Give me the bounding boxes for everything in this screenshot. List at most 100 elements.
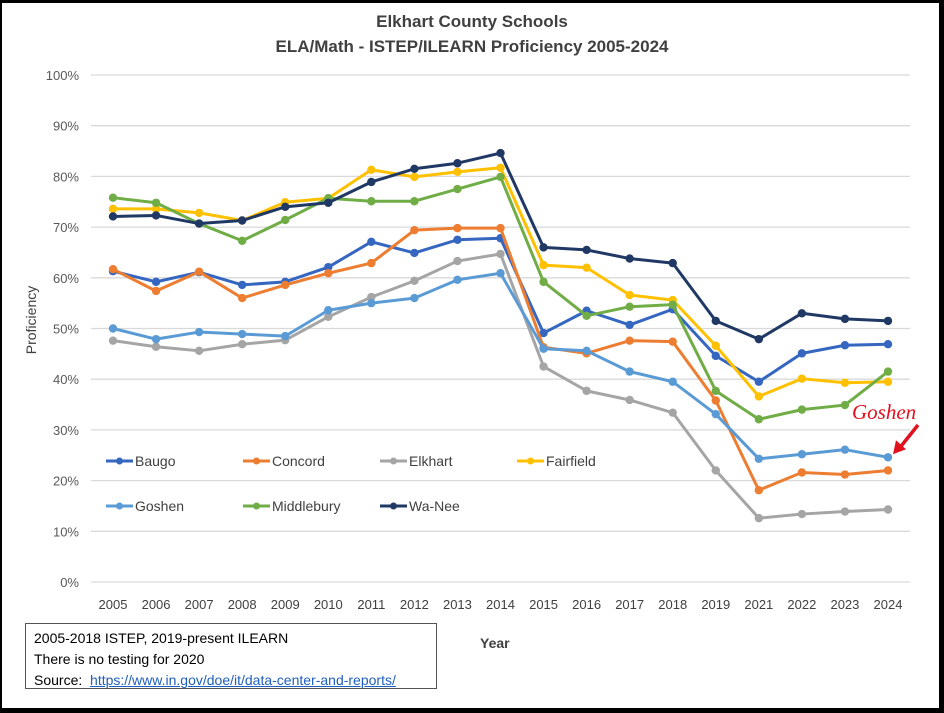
data-point-concord <box>797 468 807 477</box>
data-point-baugo <box>754 377 764 386</box>
data-point-goshen <box>151 334 161 344</box>
data-point-middlebury <box>281 215 290 225</box>
data-point-concord <box>453 223 462 233</box>
data-point-wa-nee <box>582 245 591 255</box>
data-point-wa-nee <box>840 314 850 324</box>
data-point-middlebury <box>496 172 505 182</box>
data-point-elkhart <box>194 346 204 356</box>
data-point-goshen <box>496 269 505 278</box>
data-point-middlebury <box>797 405 807 414</box>
legend-label: Goshen <box>135 498 184 514</box>
x-tick-label: 2012 <box>400 597 429 612</box>
x-tick-label: 2017 <box>615 597 644 612</box>
data-point-baugo <box>367 237 376 247</box>
data-point-concord <box>625 336 634 345</box>
data-point-wa-nee <box>410 164 419 173</box>
data-point-baugo <box>797 349 807 358</box>
data-point-fairfield <box>582 263 591 272</box>
series-line-elkhart <box>112 252 889 520</box>
data-point-goshen <box>668 377 677 386</box>
data-point-concord <box>151 286 161 296</box>
data-point-goshen <box>410 293 419 303</box>
data-point-middlebury <box>754 415 764 424</box>
x-tick-label: 2023 <box>830 597 859 612</box>
data-point-wa-nee <box>668 258 677 268</box>
data-point-goshen <box>324 306 333 315</box>
chart-title: Elkhart County Schools <box>376 12 568 31</box>
annotation-arrow-head <box>893 440 906 455</box>
data-point-baugo <box>324 262 333 272</box>
data-point-concord <box>324 269 333 278</box>
data-point-baugo <box>625 320 634 330</box>
data-point-wa-nee <box>108 212 118 221</box>
data-point-goshen <box>582 346 591 356</box>
x-tick-label: 2016 <box>572 597 601 612</box>
data-point-goshen <box>194 327 204 337</box>
data-point-baugo <box>151 277 161 287</box>
data-point-baugo <box>539 328 548 338</box>
series-line-middlebury <box>112 175 889 421</box>
x-tick-label: 2010 <box>314 597 343 612</box>
data-point-goshen <box>281 331 290 341</box>
data-point-fairfield <box>754 392 764 401</box>
series-line-goshen <box>112 271 889 461</box>
data-point-concord <box>883 466 893 475</box>
source-link[interactable]: https://www.in.gov/doe/it/data-center-an… <box>90 672 396 688</box>
data-point-concord <box>237 293 247 303</box>
data-point-elkhart <box>797 509 807 519</box>
data-point-concord <box>281 280 290 290</box>
data-point-baugo <box>453 235 462 244</box>
data-point-elkhart <box>582 386 591 396</box>
legend-label: Elkhart <box>409 453 453 469</box>
data-point-wa-nee <box>194 219 204 228</box>
data-point-goshen <box>108 324 118 333</box>
x-tick-label: 2011 <box>357 597 385 612</box>
data-point-elkhart <box>237 340 247 349</box>
data-point-elkhart <box>539 362 548 371</box>
legend-label: Baugo <box>135 453 176 469</box>
data-point-goshen <box>237 329 247 339</box>
note-line-2: There is no testing for 2020 <box>34 651 205 667</box>
data-point-middlebury <box>410 197 419 206</box>
legend-marker-dot <box>116 502 123 510</box>
legend-label: Concord <box>272 453 325 469</box>
x-tick-label: 2024 <box>874 597 903 612</box>
annotation-arrow-shaft <box>899 423 920 448</box>
data-point-middlebury <box>453 184 462 194</box>
data-point-baugo <box>237 280 247 290</box>
data-point-wa-nee <box>281 202 290 212</box>
data-point-goshen <box>711 409 720 419</box>
series-line-baugo <box>112 236 889 384</box>
goshen-annotation: Goshen <box>852 400 917 424</box>
data-point-baugo <box>840 341 850 350</box>
x-tick-label: 2015 <box>529 597 558 612</box>
data-point-goshen <box>625 367 634 376</box>
data-point-fairfield <box>367 165 376 175</box>
data-point-fairfield <box>194 208 204 218</box>
data-point-concord <box>108 264 118 274</box>
y-tick-label: 0% <box>60 575 79 590</box>
data-point-middlebury <box>668 300 677 309</box>
data-point-elkhart <box>108 336 118 345</box>
legend-label: Middlebury <box>272 498 340 514</box>
y-tick-label: 20% <box>53 474 79 489</box>
note-source: Source: https://www.in.gov/doe/it/data-c… <box>34 670 428 691</box>
data-point-wa-nee <box>797 309 807 318</box>
data-point-fairfield <box>151 204 161 214</box>
source-label: Source: <box>34 672 83 688</box>
data-point-middlebury <box>108 193 118 202</box>
legend-label: Wa-Nee <box>409 498 460 514</box>
data-point-elkhart <box>668 408 677 417</box>
y-tick-label: 60% <box>53 271 79 286</box>
x-tick-label: 2021 <box>744 597 773 612</box>
data-point-concord <box>840 470 850 479</box>
data-point-fairfield <box>625 290 634 300</box>
y-tick-label: 30% <box>53 423 79 438</box>
data-point-concord <box>367 258 376 268</box>
data-point-goshen <box>754 454 764 463</box>
y-tick-label: 40% <box>53 372 79 387</box>
legend-label: Fairfield <box>546 453 596 469</box>
data-point-concord <box>754 486 764 495</box>
legend-marker-dot <box>253 502 260 510</box>
